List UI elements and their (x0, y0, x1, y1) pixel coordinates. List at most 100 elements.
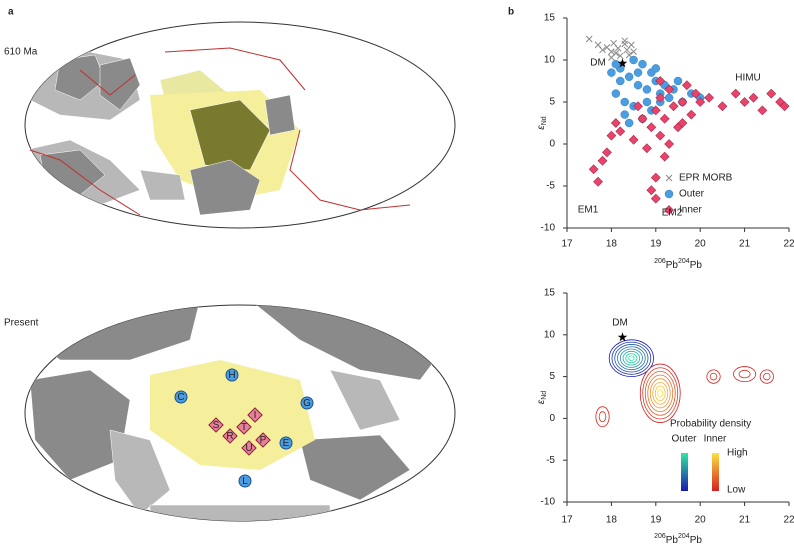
point (730, 88, 741, 99)
colorbar-label: Outer (671, 434, 697, 445)
contour (649, 378, 671, 409)
contour (657, 389, 664, 398)
annotation: HIMU (735, 73, 761, 84)
point (611, 59, 621, 69)
contour (625, 353, 638, 364)
label-part: 206 (654, 533, 666, 540)
annotation: DM (590, 58, 606, 69)
site-marker (241, 440, 257, 456)
contour (622, 350, 641, 366)
x-tick-label: 19 (650, 239, 662, 250)
label-part: 204 (678, 258, 690, 265)
x-tick-label: 17 (561, 239, 573, 250)
point (624, 118, 634, 128)
point (629, 55, 638, 65)
point (608, 54, 615, 61)
point (668, 101, 679, 112)
x-axis-label: 206Pb204Pb (654, 258, 702, 270)
point (642, 97, 652, 107)
x-tick-label: 18 (606, 239, 618, 250)
site-marker (279, 436, 293, 450)
point (690, 88, 701, 99)
panel-label: b (508, 7, 514, 18)
point (650, 193, 661, 204)
point (588, 164, 599, 175)
x-axis-label: 206Pb204Pb (654, 533, 702, 545)
point (717, 101, 728, 112)
site-marker (238, 474, 252, 488)
panel-label: a (8, 7, 14, 18)
contour (642, 367, 679, 420)
site-letter: U (245, 443, 252, 454)
label-part: Nd (541, 391, 548, 400)
point (748, 92, 759, 103)
point (638, 59, 647, 69)
colorbar (681, 453, 688, 491)
contour (706, 369, 721, 384)
point (616, 52, 624, 60)
label-part: Pb (690, 260, 703, 271)
colorbar-label: Inner (704, 434, 727, 445)
site-letter: P (260, 435, 267, 446)
annotation: EM2 (662, 208, 683, 219)
site-marker (174, 390, 188, 404)
point (615, 126, 626, 137)
point (655, 76, 666, 86)
label-part: 206 (654, 258, 666, 265)
y-tick-label: -10 (541, 223, 556, 234)
contour (611, 341, 652, 375)
contour (639, 363, 681, 423)
x-tick-label: 21 (739, 515, 751, 526)
legend-marker (665, 174, 673, 182)
map-label: 610 Ma (4, 47, 38, 58)
point (628, 134, 639, 145)
y-tick-label: 15 (544, 288, 556, 299)
point (646, 122, 657, 133)
contour (738, 369, 751, 379)
y-tick-label: 10 (544, 329, 556, 340)
site-letter: L (242, 476, 248, 487)
point (616, 76, 625, 86)
label-part: Pb (690, 535, 703, 546)
colorbar-high: High (727, 448, 748, 459)
point (610, 118, 621, 128)
point (651, 64, 661, 73)
site-marker (247, 407, 263, 423)
point (593, 176, 603, 187)
x-tick-label: 20 (695, 515, 707, 526)
label-part: Pb (666, 535, 679, 546)
site-letter: R (226, 431, 233, 442)
point (659, 113, 670, 124)
legend-label: EPR MORB (679, 173, 733, 184)
point (585, 35, 593, 43)
site-marker (255, 432, 271, 448)
point (628, 41, 635, 49)
y-tick-label: 0 (549, 139, 555, 150)
site-letter: C (177, 392, 184, 403)
site-marker (300, 396, 314, 410)
contour (598, 411, 607, 423)
point (642, 85, 652, 94)
point (686, 109, 697, 120)
site-letter: I (254, 410, 257, 421)
point (682, 80, 692, 91)
contour (644, 370, 676, 416)
label-part: 204 (678, 533, 690, 540)
point (642, 143, 652, 154)
point (621, 37, 629, 45)
x-tick-label: 17 (561, 515, 573, 526)
map-label: Present (4, 318, 39, 329)
annotation: EM1 (578, 205, 599, 216)
label-part: Nd (541, 116, 548, 125)
point (655, 92, 666, 103)
point (633, 68, 643, 77)
point (608, 48, 615, 55)
point (633, 80, 643, 90)
point (621, 40, 629, 48)
point (695, 97, 706, 107)
point (677, 118, 688, 128)
contour (763, 372, 771, 381)
contour (733, 366, 757, 383)
colorbar-low: Low (727, 485, 746, 496)
point (664, 93, 674, 103)
